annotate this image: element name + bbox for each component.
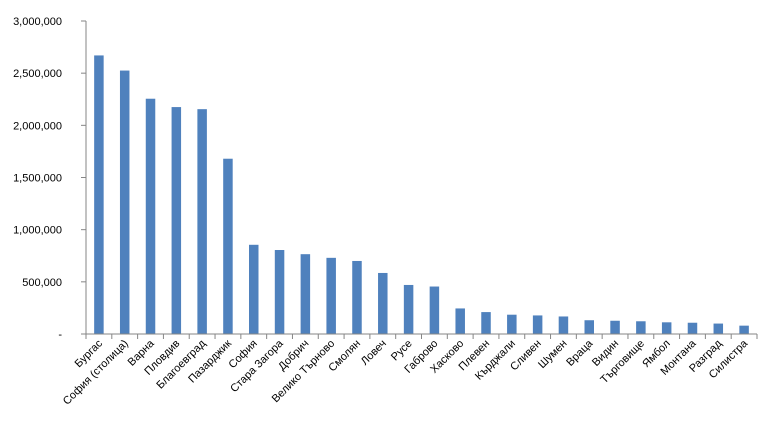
- bar: [119, 70, 130, 334]
- bars: [94, 55, 749, 335]
- bar: [661, 322, 672, 334]
- bar: [558, 316, 569, 334]
- bar: [378, 272, 388, 334]
- x-category-label: Ловеч: [359, 338, 389, 368]
- bar: [687, 322, 698, 334]
- bar: [636, 321, 646, 334]
- bar: [223, 158, 233, 334]
- bar: [249, 244, 259, 334]
- bar: [352, 260, 362, 334]
- bar: [145, 98, 156, 334]
- bar: [739, 325, 749, 334]
- y-tick-label: 2,500,000: [13, 68, 62, 80]
- y-tick-label: -: [58, 329, 62, 341]
- y-tick-label: 1,000,000: [13, 225, 62, 237]
- bar: [507, 314, 517, 334]
- bar: [610, 320, 620, 334]
- bar: [532, 315, 543, 334]
- bar: [429, 286, 440, 334]
- bar: [403, 284, 414, 334]
- x-category-label: Враца: [564, 337, 596, 369]
- bar: [326, 257, 336, 334]
- y-tick-label: 3,000,000: [13, 16, 62, 28]
- bar: [274, 250, 285, 334]
- bar: [713, 323, 724, 334]
- bar: [584, 320, 594, 334]
- axis-lines: [85, 21, 758, 339]
- y-tick-label: 1,500,000: [13, 173, 62, 185]
- bar: [171, 107, 182, 334]
- y-tick-label: 2,000,000: [13, 120, 62, 132]
- bar: [197, 109, 207, 334]
- y-tick-label: 500,000: [22, 277, 62, 289]
- bar: [94, 55, 104, 335]
- bar: [300, 254, 311, 334]
- bar: [481, 312, 491, 334]
- x-category-label: Шумен: [536, 338, 569, 371]
- y-axis: - 500,000 1,000,000 1,500,000 2,000,000 2,500…: [13, 16, 86, 341]
- bar: [455, 308, 465, 334]
